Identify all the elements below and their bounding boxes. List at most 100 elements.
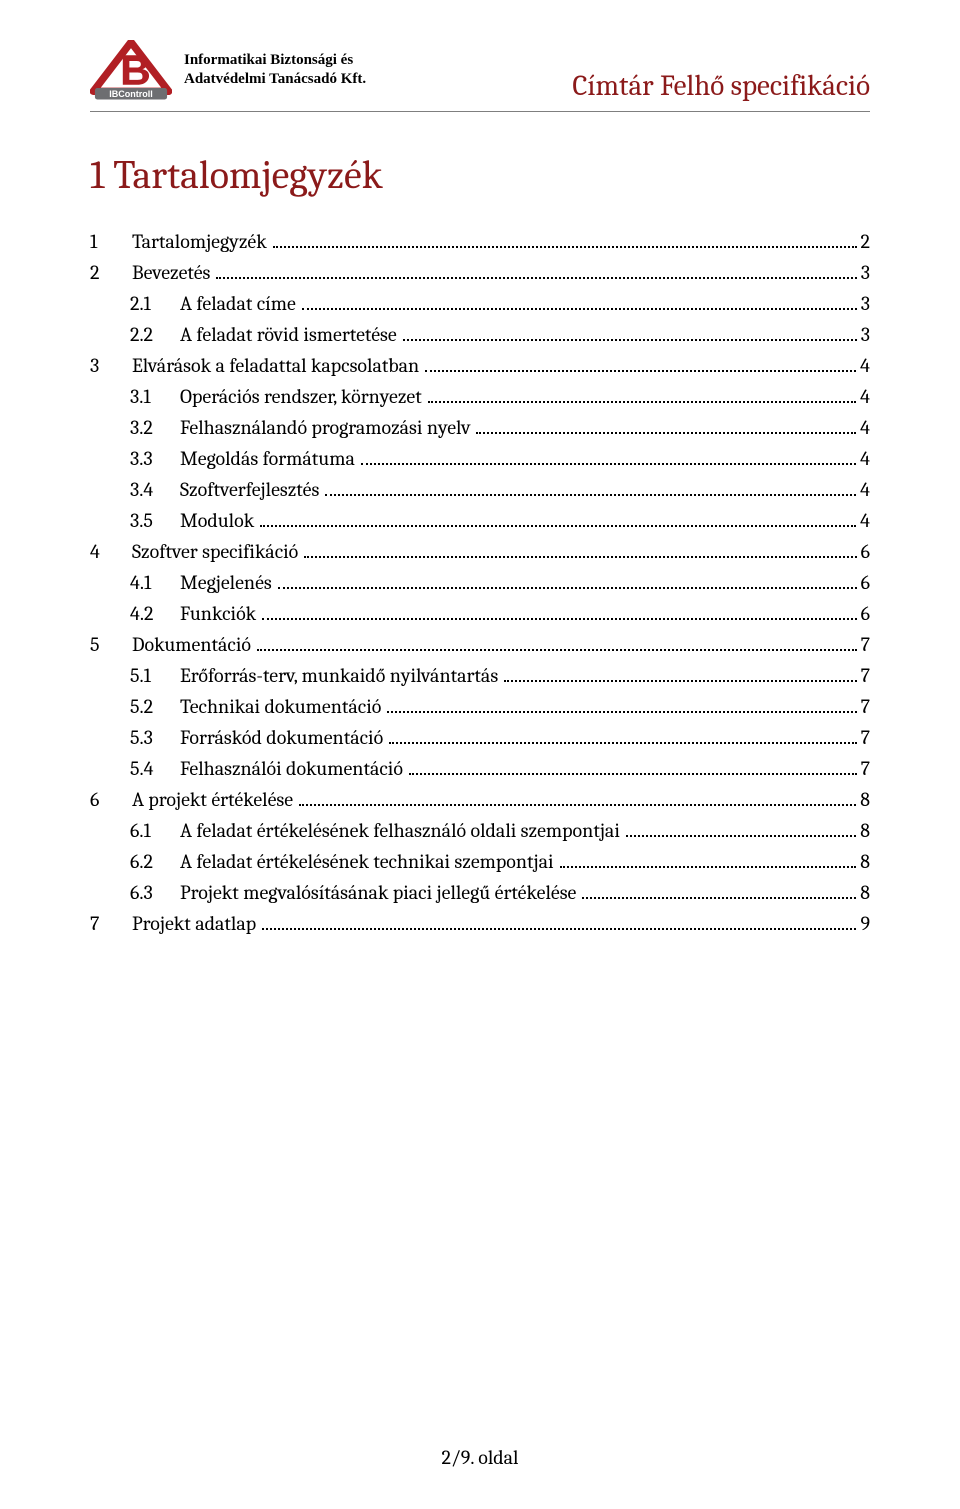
toc-leader: [260, 511, 856, 527]
toc-entry-label: A feladat rövid ismertetése: [180, 319, 397, 350]
toc-row[interactable]: 2Bevezetés 3: [90, 257, 870, 288]
toc-entry-number: 5.3: [130, 722, 180, 753]
toc-entry-label: Megjelenés: [180, 567, 272, 598]
toc-entry-label: A projekt értékelése: [132, 784, 293, 815]
toc-entry-label: Dokumentáció: [132, 629, 251, 660]
header-left: IBControll Informatikai Biztonsági és Ad…: [90, 40, 366, 100]
toc-row[interactable]: 5.3Forráskód dokumentáció 7: [90, 722, 870, 753]
toc-entry-page: 4: [860, 505, 870, 536]
toc-entry-page: 7: [861, 691, 870, 722]
toc-entry-label: Projekt megvalósításának piaci jellegű é…: [180, 877, 576, 908]
toc-leader: [387, 697, 856, 713]
table-of-contents: 1Tartalomjegyzék22Bevezetés32.1A feladat…: [90, 226, 870, 939]
toc-row[interactable]: 6.1A feladat értékelésének felhasználó o…: [90, 815, 870, 846]
toc-entry-number: 5.4: [130, 753, 180, 784]
toc-row[interactable]: 1Tartalomjegyzék 2: [90, 226, 870, 257]
toc-entry-number: 3.1: [130, 381, 180, 412]
toc-leader: [302, 294, 857, 310]
toc-entry-page: 4: [860, 443, 870, 474]
toc-leader: [216, 263, 856, 279]
company-name-line2: Adatvédelmi Tanácsadó Kft.: [184, 70, 366, 89]
company-logo-icon: IBControll: [90, 40, 172, 100]
toc-leader: [476, 418, 856, 434]
toc-entry-number: 2: [90, 257, 132, 288]
toc-entry-label: Tartalomjegyzék: [132, 226, 267, 257]
toc-row[interactable]: 3.3Megoldás formátuma4: [90, 443, 870, 474]
toc-leader: [560, 852, 857, 868]
toc-row[interactable]: 5.4Felhasználói dokumentáció 7: [90, 753, 870, 784]
toc-leader: [428, 387, 856, 403]
toc-leader: [409, 759, 857, 775]
toc-entry-page: 2: [861, 226, 870, 257]
toc-leader: [262, 914, 856, 930]
toc-row[interactable]: 5Dokumentáció 7: [90, 629, 870, 660]
toc-leader: [389, 728, 856, 744]
toc-leader: [273, 232, 857, 248]
toc-leader: [278, 573, 857, 589]
company-name: Informatikai Biztonsági és Adatvédelmi T…: [184, 51, 366, 89]
toc-row[interactable]: 6A projekt értékelése 8: [90, 784, 870, 815]
title-number: 1: [90, 152, 104, 198]
toc-entry-page: 4: [860, 381, 870, 412]
toc-row[interactable]: 4.2Funkciók6: [90, 598, 870, 629]
toc-row[interactable]: 3.2Felhasználandó programozási nyelv4: [90, 412, 870, 443]
toc-leader: [582, 883, 856, 899]
toc-entry-label: Bevezetés: [132, 257, 210, 288]
toc-entry-number: 5.2: [130, 691, 180, 722]
toc-entry-label: Felhasználandó programozási nyelv: [180, 412, 470, 443]
toc-entry-label: Projekt adatlap: [132, 908, 256, 939]
toc-entry-label: Funkciók: [180, 598, 256, 629]
toc-entry-page: 3: [861, 319, 870, 350]
toc-entry-page: 7: [861, 722, 870, 753]
toc-entry-label: A feladat értékelésének technikai szempo…: [180, 846, 554, 877]
toc-entry-number: 4: [90, 536, 132, 567]
toc-row[interactable]: 6.2A feladat értékelésének technikai sze…: [90, 846, 870, 877]
toc-entry-page: 3: [861, 257, 870, 288]
toc-entry-page: 7: [861, 629, 870, 660]
toc-row[interactable]: 4Szoftver specifikáció6: [90, 536, 870, 567]
toc-leader: [325, 480, 856, 496]
toc-entry-label: Forráskód dokumentáció: [180, 722, 383, 753]
toc-leader: [262, 604, 856, 620]
document-title: Címtár Felhő specifikáció: [572, 70, 870, 103]
toc-entry-page: 8: [860, 815, 870, 846]
toc-leader: [425, 356, 856, 372]
toc-row[interactable]: 3.5Modulok4: [90, 505, 870, 536]
toc-row[interactable]: 3Elvárások a feladattal kapcsolatban4: [90, 350, 870, 381]
toc-entry-page: 4: [860, 474, 870, 505]
toc-entry-number: 5: [90, 629, 132, 660]
toc-entry-label: Technikai dokumentáció: [180, 691, 381, 722]
toc-row[interactable]: 3.4Szoftverfejlesztés4: [90, 474, 870, 505]
toc-row[interactable]: 2.1A feladat címe3: [90, 288, 870, 319]
toc-row[interactable]: 2.2A feladat rövid ismertetése 3: [90, 319, 870, 350]
toc-entry-number: 2.2: [130, 319, 180, 350]
toc-entry-page: 4: [860, 350, 870, 381]
toc-entry-number: 7: [90, 908, 132, 939]
toc-row[interactable]: 4.1Megjelenés6: [90, 567, 870, 598]
toc-entry-number: 3.2: [130, 412, 180, 443]
toc-entry-number: 1: [90, 226, 132, 257]
toc-leader: [304, 542, 856, 558]
toc-row[interactable]: 5.2Technikai dokumentáció 7: [90, 691, 870, 722]
toc-entry-number: 5.1: [130, 660, 180, 691]
page-header: IBControll Informatikai Biztonsági és Ad…: [90, 40, 870, 103]
toc-row[interactable]: 3.1Operációs rendszer, környezet 4: [90, 381, 870, 412]
toc-entry-page: 8: [860, 784, 870, 815]
toc-entry-label: Megoldás formátuma: [180, 443, 355, 474]
title-text: Tartalomjegyzék: [113, 152, 382, 198]
toc-entry-number: 6: [90, 784, 132, 815]
toc-entry-page: 7: [861, 753, 870, 784]
toc-entry-label: Operációs rendszer, környezet: [180, 381, 422, 412]
toc-row[interactable]: 5.1Erőforrás-terv, munkaidő nyilvántartá…: [90, 660, 870, 691]
toc-entry-label: Felhasználói dokumentáció: [180, 753, 403, 784]
toc-entry-label: A feladat címe: [180, 288, 296, 319]
toc-entry-number: 2.1: [130, 288, 180, 319]
toc-row[interactable]: 7Projekt adatlap 9: [90, 908, 870, 939]
toc-leader: [504, 666, 856, 682]
toc-row[interactable]: 6.3Projekt megvalósításának piaci jelleg…: [90, 877, 870, 908]
toc-leader: [361, 449, 856, 465]
toc-entry-page: 9: [860, 908, 870, 939]
toc-entry-number: 4.1: [130, 567, 180, 598]
toc-entry-label: Elvárások a feladattal kapcsolatban: [132, 350, 419, 381]
toc-leader: [403, 325, 857, 341]
